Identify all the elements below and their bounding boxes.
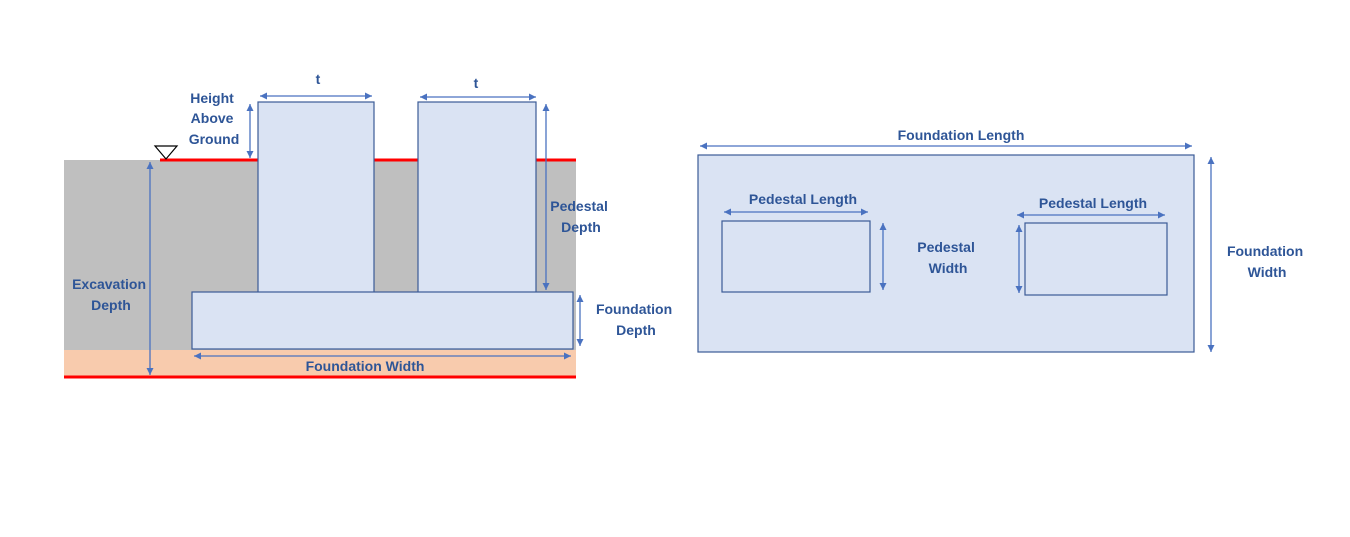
t-right-label: t <box>474 75 479 91</box>
plan-pedestal-width-label: Pedestal Width <box>917 239 978 276</box>
foundation-depth-label: Foundation Depth <box>596 301 676 338</box>
t-left-label: t <box>316 71 321 87</box>
plan-pedestal-left <box>721 220 871 293</box>
height-above-ground-label: Height Above Ground <box>189 90 240 147</box>
section-view: t t Height Above Ground Pedestal Depth E… <box>64 71 676 379</box>
foundation-footing <box>191 291 574 350</box>
plan-foundation-width-label: Foundation Width <box>1227 243 1307 280</box>
plan-pedestal-length-right-label: Pedestal Length <box>1039 195 1147 211</box>
ground-level-symbol <box>153 145 179 160</box>
foundation-width-label: Foundation Width <box>306 358 425 374</box>
plan-pedestal-right <box>1024 222 1168 296</box>
plan-view: Foundation Length Pedestal Length Pedest… <box>697 127 1307 353</box>
plan-pedestal-length-left-label: Pedestal Length <box>749 191 857 207</box>
plan-foundation-length-label: Foundation Length <box>898 127 1025 143</box>
pedestal-right <box>417 101 537 295</box>
excavation-depth-label: Excavation Depth <box>72 276 150 313</box>
pedestal-left <box>257 101 375 295</box>
pedestal-depth-label: Pedestal Depth <box>550 198 611 235</box>
